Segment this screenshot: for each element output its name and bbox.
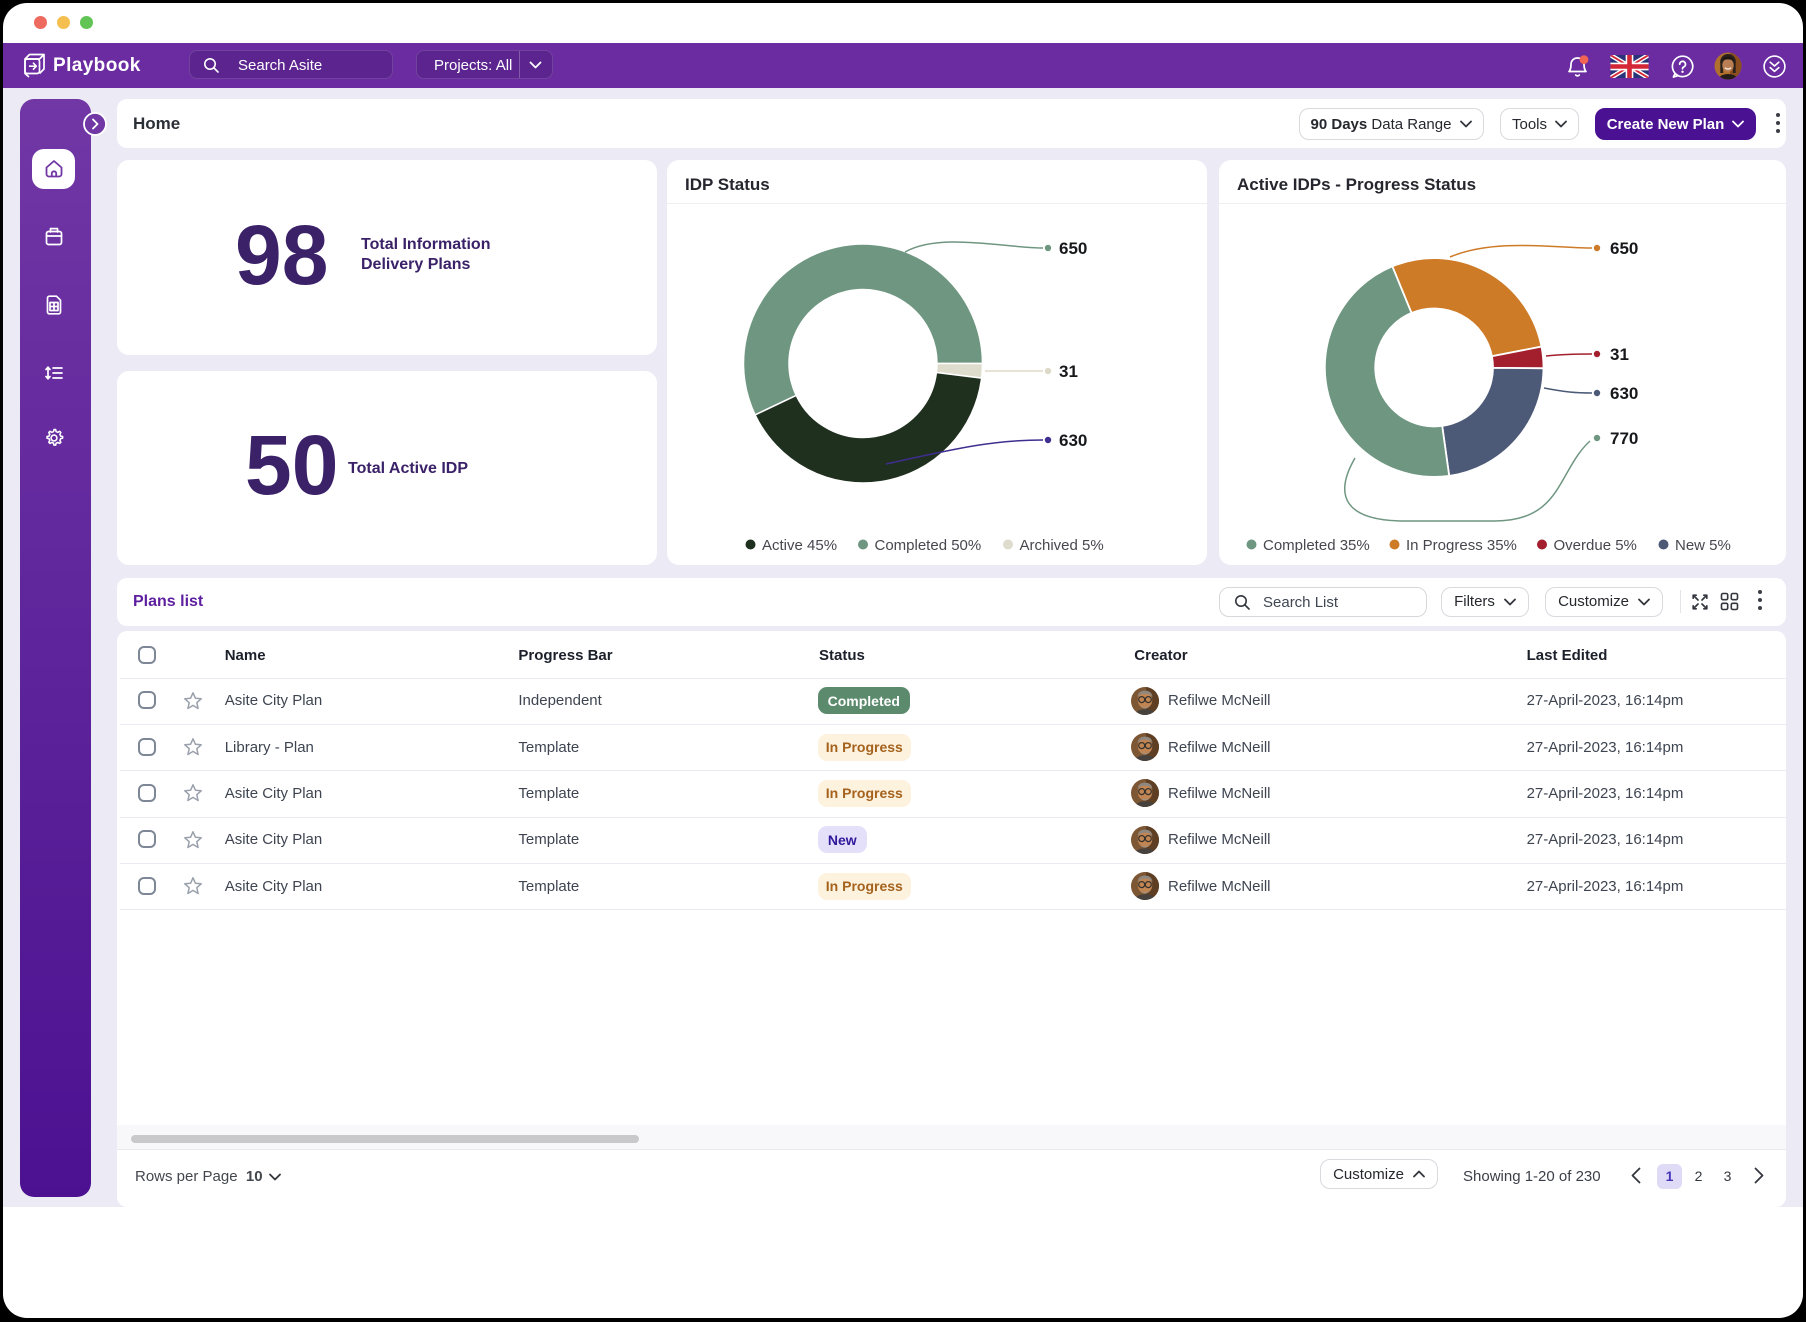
- svg-text:Overdue 5%: Overdue 5%: [1554, 537, 1637, 554]
- svg-text:31: 31: [1059, 362, 1078, 381]
- svg-text:New 5%: New 5%: [1675, 537, 1731, 554]
- svg-text:630: 630: [1059, 431, 1087, 450]
- svg-text:770: 770: [1610, 429, 1638, 448]
- svg-text:650: 650: [1610, 239, 1638, 258]
- svg-text:Archived 5%: Archived 5%: [1020, 537, 1104, 554]
- svg-text:Completed 35%: Completed 35%: [1263, 537, 1370, 554]
- svg-text:Active 45%: Active 45%: [762, 537, 837, 554]
- svg-text:Completed 50%: Completed 50%: [875, 537, 982, 554]
- svg-text:650: 650: [1059, 239, 1087, 258]
- svg-text:31: 31: [1610, 345, 1629, 364]
- svg-text:630: 630: [1610, 384, 1638, 403]
- svg-text:In Progress 35%: In Progress 35%: [1406, 537, 1517, 554]
